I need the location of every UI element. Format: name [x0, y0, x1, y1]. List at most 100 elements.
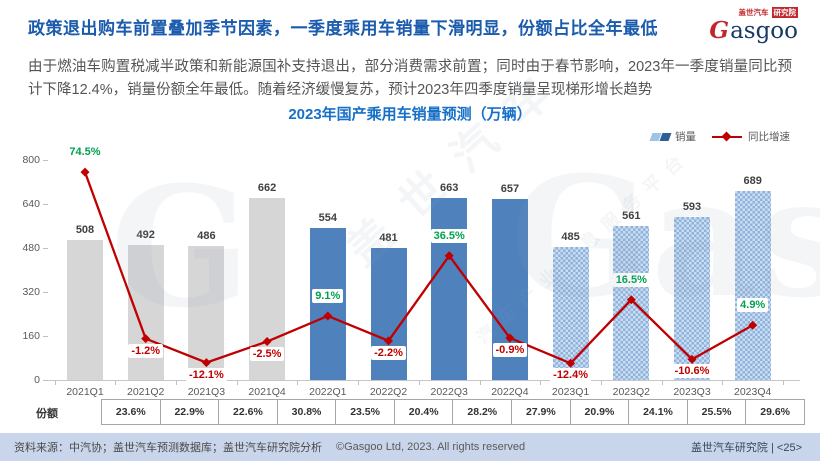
x-axis-category-label: 2022Q1: [309, 386, 347, 398]
share-cell: 23.5%: [335, 400, 394, 424]
x-axis-line: [48, 380, 800, 381]
sales-bar: [67, 240, 103, 380]
share-cell: 23.6%: [115, 406, 146, 418]
yoy-value-text: -2.5%: [249, 346, 285, 361]
yoy-value-text: -12.4%: [550, 368, 592, 383]
y-axis-tick-label: 0: [34, 374, 40, 386]
bar-value-label: 554: [318, 211, 337, 224]
yoy-value-label: 9.1%: [299, 288, 357, 303]
x-axis-tick-mark: [418, 381, 420, 385]
yoy-value-label: 4.9%: [724, 298, 782, 313]
share-cell: 29.6%: [745, 400, 804, 424]
bar-value-label: 662: [257, 181, 277, 194]
x-axis-category-label: 2021Q2: [127, 386, 165, 398]
footer-source: 资料来源：中汽协；盖世汽车预测数据库；盖世汽车研究院分析: [14, 442, 322, 454]
bar-value-label: 561: [622, 209, 641, 222]
y-axis-tick-mark: [43, 336, 48, 337]
x-axis-category-label: 2022Q4: [491, 386, 529, 398]
x-axis-category-label: 2021Q4: [248, 386, 286, 398]
yoy-value-text: 74.5%: [66, 145, 104, 160]
y-axis-tick-label: 800: [22, 154, 40, 166]
bar-value-label: 486: [197, 230, 216, 243]
x-axis-tick-mark: [783, 381, 785, 385]
yoy-value-text: 4.9%: [737, 298, 769, 313]
yoy-value-label: -12.4%: [542, 368, 600, 383]
page-title: 政策退出购车前置叠加季节因素，一季度乘用车销量下滑明显，份额占比全年最低: [28, 19, 658, 38]
share-cell: 20.9%: [569, 400, 629, 424]
sales-bar: [188, 246, 225, 380]
x-axis-tick-mark: [176, 381, 178, 385]
yoy-value-text: 16.5%: [612, 272, 650, 287]
bar-value-label: 689: [743, 174, 762, 187]
x-axis-tick-mark: [600, 381, 602, 385]
yoy-value-label: -2.5%: [238, 346, 296, 361]
x-axis-tick-mark: [661, 381, 663, 385]
bar-value-label: 492: [136, 228, 155, 241]
yoy-line-swatch-icon: [712, 135, 742, 138]
yoy-value-text: -1.2%: [128, 343, 164, 358]
x-axis-tick-mark: [479, 381, 481, 385]
logo-wordmark: Gasgoo: [709, 19, 798, 43]
yoy-value-text: -10.6%: [671, 364, 713, 379]
bar-value-label: 593: [682, 200, 702, 213]
x-axis-category-label: 2021Q1: [66, 386, 104, 398]
yoy-value-text: -0.9%: [492, 342, 528, 357]
y-axis-tick-mark: [43, 160, 48, 161]
yoy-value-label: 74.5%: [56, 145, 114, 160]
logo-g-mark: G: [709, 17, 730, 44]
yoy-value-text: 9.1%: [312, 288, 344, 303]
y-axis-tick-label: 160: [22, 330, 40, 342]
yoy-value-label: -10.6%: [663, 364, 721, 379]
legend-yoy-label: 同比增速: [748, 131, 790, 143]
bar-value-label: 657: [500, 183, 520, 196]
x-axis-category-label: 2021Q3: [187, 386, 226, 398]
sales-bar: [370, 247, 407, 380]
sales-bar: [552, 246, 589, 380]
x-axis-category-label: 2023Q4: [734, 386, 772, 398]
x-axis-category-label: 2023Q1: [551, 386, 590, 398]
yoy-line: [83, 171, 754, 365]
share-cell: 30.8%: [276, 400, 336, 424]
logo-dept-badge: 研究院: [771, 7, 798, 18]
share-cell: 27.9%: [511, 400, 570, 424]
yoy-value-text: 36.5%: [430, 228, 468, 243]
yoy-value-text: -2.2%: [371, 345, 406, 360]
gasgoo-logo: 盖世汽车 研究院 Gasgoo: [709, 7, 798, 43]
x-axis-category-label: 2023Q2: [612, 386, 650, 398]
footer-copyright: ©Gasgoo Ltd, 2023. All rights reserved: [336, 441, 526, 453]
y-axis-tick-label: 640: [22, 198, 40, 210]
sales-bar: [674, 216, 710, 380]
yoy-value-label: -12.1%: [177, 367, 235, 382]
y-axis-tick-mark: [43, 204, 48, 205]
y-axis-tick-mark: [43, 292, 48, 293]
share-table: 23.6% 22.9% 22.6% 30.8% 23.5% 20.4% 28.2% 27.9%…: [101, 399, 805, 425]
x-axis-tick-mark: [54, 381, 56, 385]
chart-title: 2023年国产乘用车销量预测（万辆）: [288, 106, 532, 123]
chart-legend: 销量 同比增速: [649, 129, 790, 144]
x-axis-tick-mark: [722, 381, 724, 385]
x-axis-category-label: 2022Q3: [430, 386, 468, 398]
sales-bar: [127, 244, 164, 380]
share-cell: 22.6%: [218, 400, 277, 424]
legend-sales-label: 销量: [675, 131, 696, 143]
bar-value-label: 481: [379, 231, 398, 244]
yoy-value-label: -1.2%: [117, 343, 175, 358]
bar-value-label: 508: [75, 224, 95, 237]
yoy-value-label: -2.2%: [360, 345, 418, 360]
share-row-label: 份额: [36, 408, 58, 420]
yoy-point-marker: [80, 167, 90, 177]
x-axis-tick-mark: [540, 381, 542, 385]
yoy-value-label: 16.5%: [602, 272, 660, 287]
share-cell: 28.2%: [452, 400, 511, 424]
share-cell: 25.5%: [686, 400, 746, 424]
y-axis-tick-label: 480: [22, 242, 40, 254]
x-axis-tick-mark: [358, 381, 360, 385]
footer-page-number: 盖世汽车研究院 | <25>: [690, 442, 802, 454]
logo-subtitle: 盖世汽车 研究院: [729, 7, 798, 18]
sales-bar: [431, 197, 468, 380]
logo-brand-cn: 盖世汽车: [738, 8, 769, 17]
footer-bar: 资料来源：中汽协；盖世汽车预测数据库；盖世汽车研究院分析 ©Gasgoo Ltd…: [0, 433, 820, 461]
share-cell: 20.4%: [393, 400, 453, 424]
